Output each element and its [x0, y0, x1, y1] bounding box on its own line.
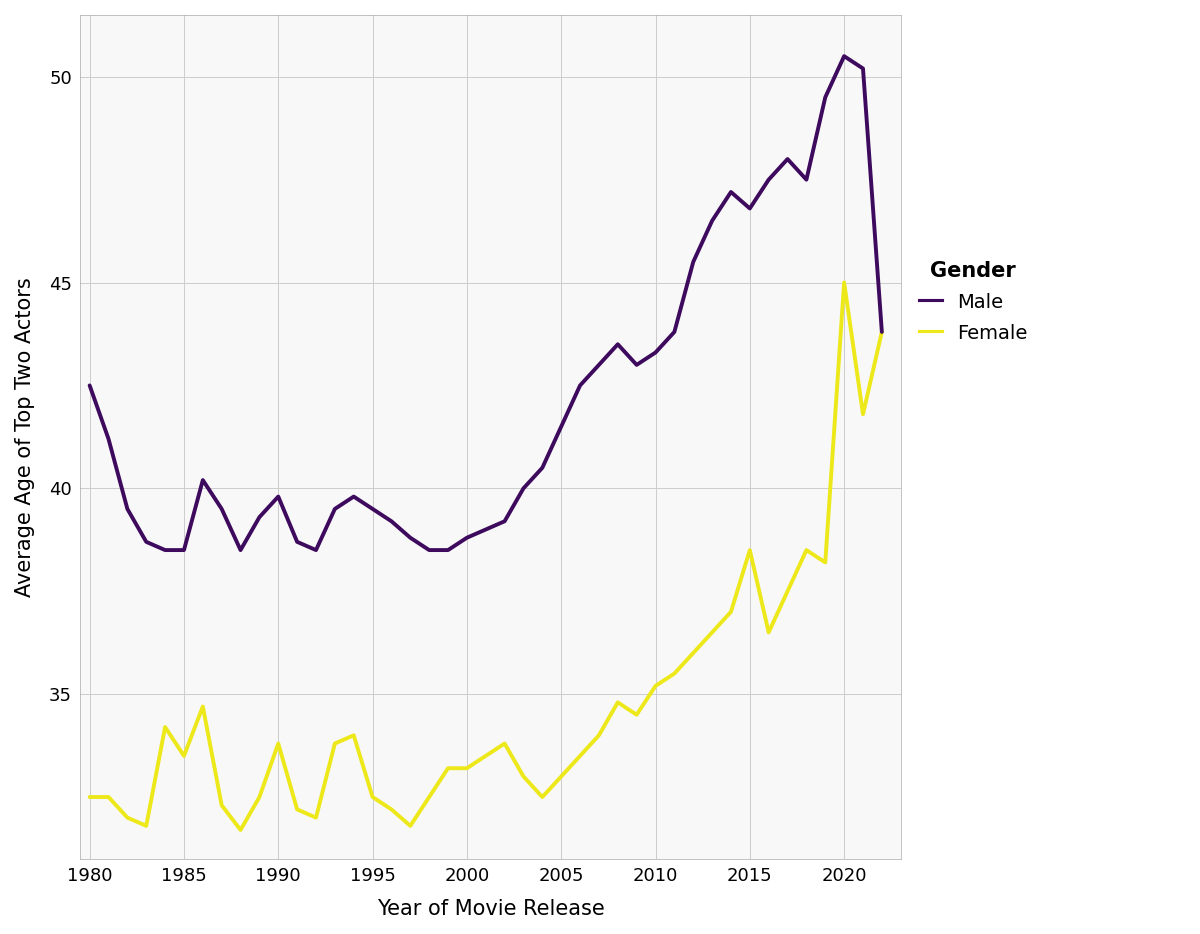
X-axis label: Year of Movie Release: Year of Movie Release	[377, 899, 605, 919]
Legend: Male, Female: Male, Female	[919, 261, 1028, 343]
Y-axis label: Average Age of Top Two Actors: Average Age of Top Two Actors	[16, 277, 35, 597]
